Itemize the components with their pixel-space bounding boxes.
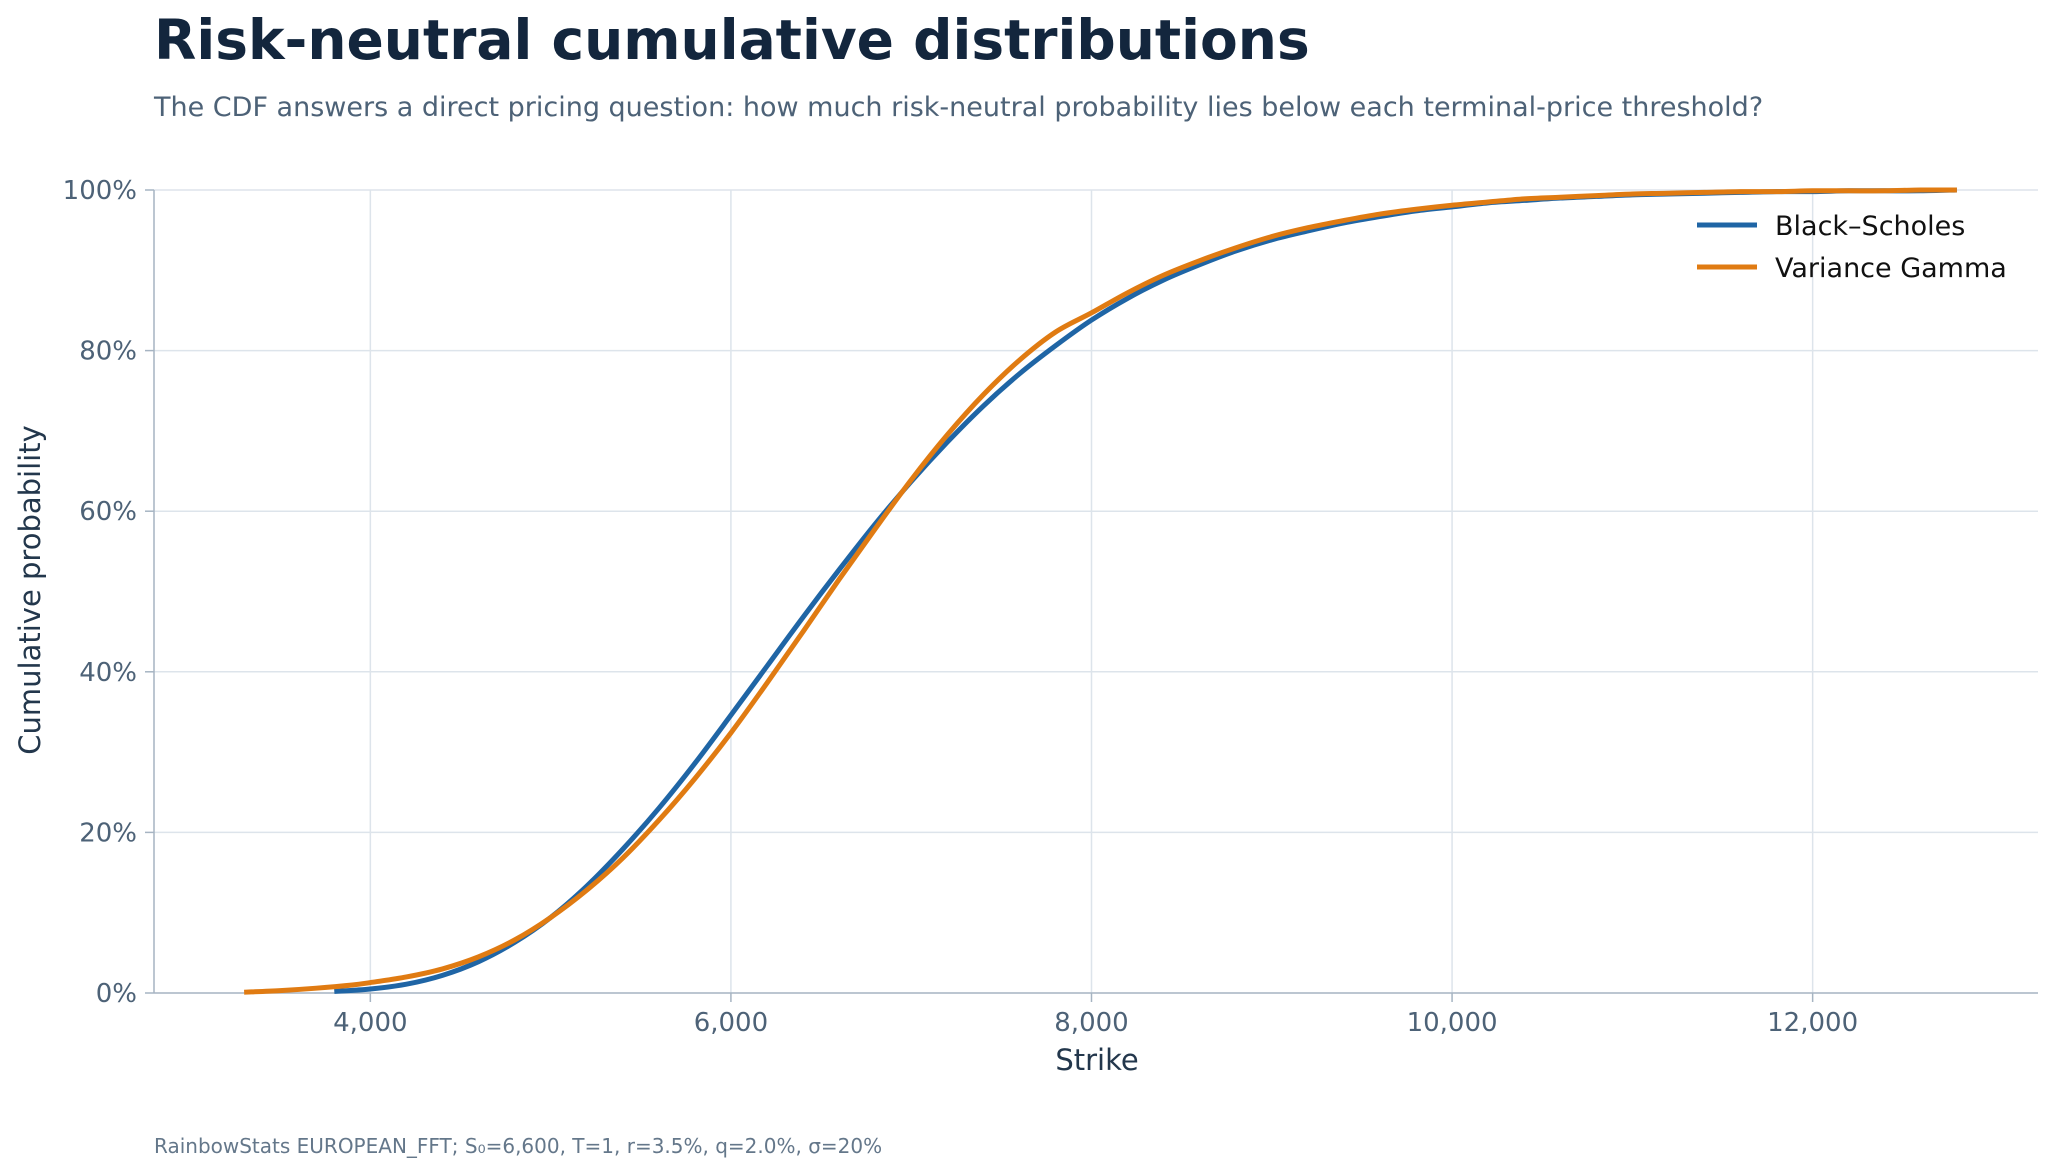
chart-subtitle: The CDF answers a direct pricing questio… — [154, 92, 1764, 123]
source-note: RainbowStats EUROPEAN_FFT; S₀=6,600, T=1… — [154, 1134, 883, 1158]
x-tick-label: 8,000 — [1054, 1008, 1128, 1038]
chart-title: Risk-neutral cumulative distributions — [154, 8, 1310, 72]
grid-lines — [154, 189, 2038, 993]
axes — [145, 189, 2038, 1002]
series-line-variance-gamma — [244, 187, 1957, 995]
x-tick-label: 4,000 — [333, 1008, 407, 1038]
legend: Black–Scholes Variance Gamma — [1697, 211, 2007, 284]
legend-label-black-scholes: Black–Scholes — [1775, 211, 1965, 242]
y-tick-label: 80% — [79, 337, 137, 367]
series-lines — [244, 187, 1957, 995]
x-tick-label: 10,000 — [1407, 1008, 1498, 1038]
y-tick-label: 100% — [63, 176, 137, 206]
y-axis-title: Cumulative probability — [13, 425, 47, 754]
y-tick-label: 20% — [79, 818, 137, 848]
y-tick-label: 40% — [79, 658, 137, 688]
y-tick-label: 60% — [79, 497, 137, 527]
x-axis-title: Strike — [1055, 1043, 1138, 1077]
legend-label-variance-gamma: Variance Gamma — [1775, 253, 2007, 284]
tick-labels: 0% 20% 40% 60% 80% 100% 4,000 6,000 8,000 10,000 1… — [63, 176, 1858, 1038]
y-tick-label: 0% — [96, 979, 137, 1009]
x-tick-label: 12,000 — [1767, 1008, 1858, 1038]
series-line-black-scholes — [334, 187, 1957, 994]
x-tick-label: 6,000 — [694, 1008, 768, 1038]
